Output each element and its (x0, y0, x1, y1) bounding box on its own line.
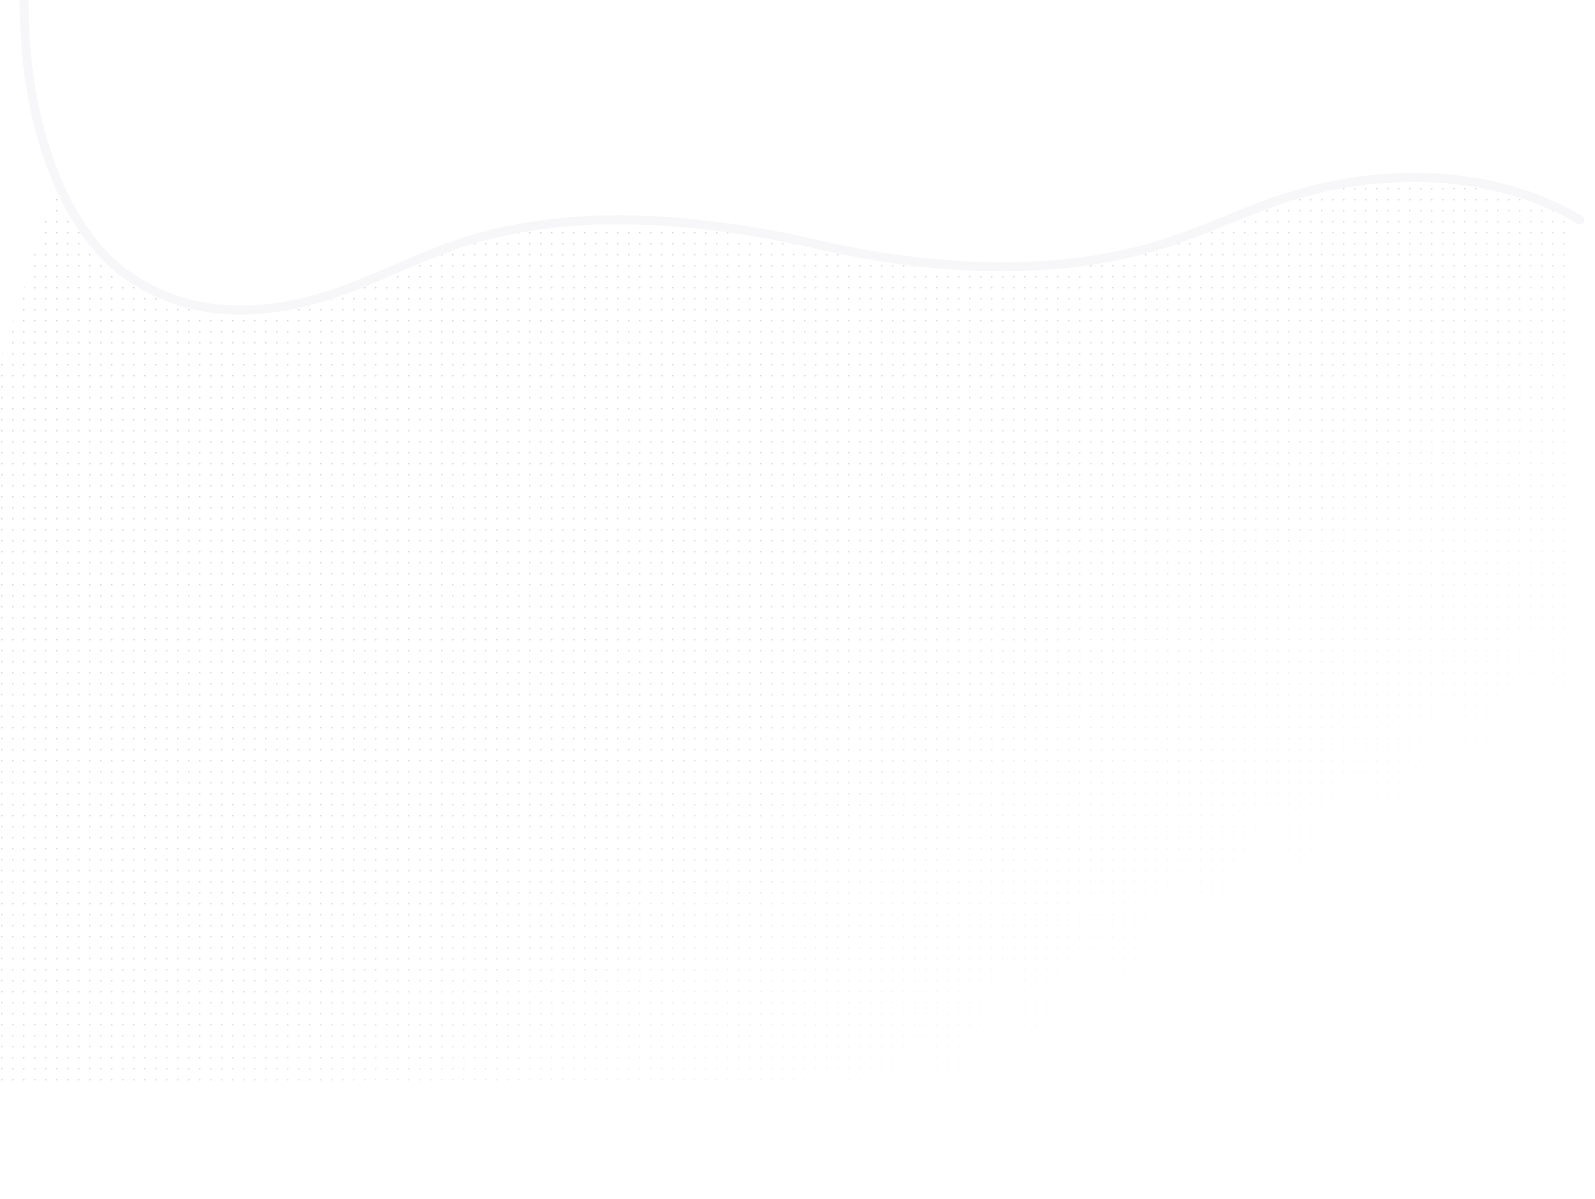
wave-line (19, 0, 1585, 315)
